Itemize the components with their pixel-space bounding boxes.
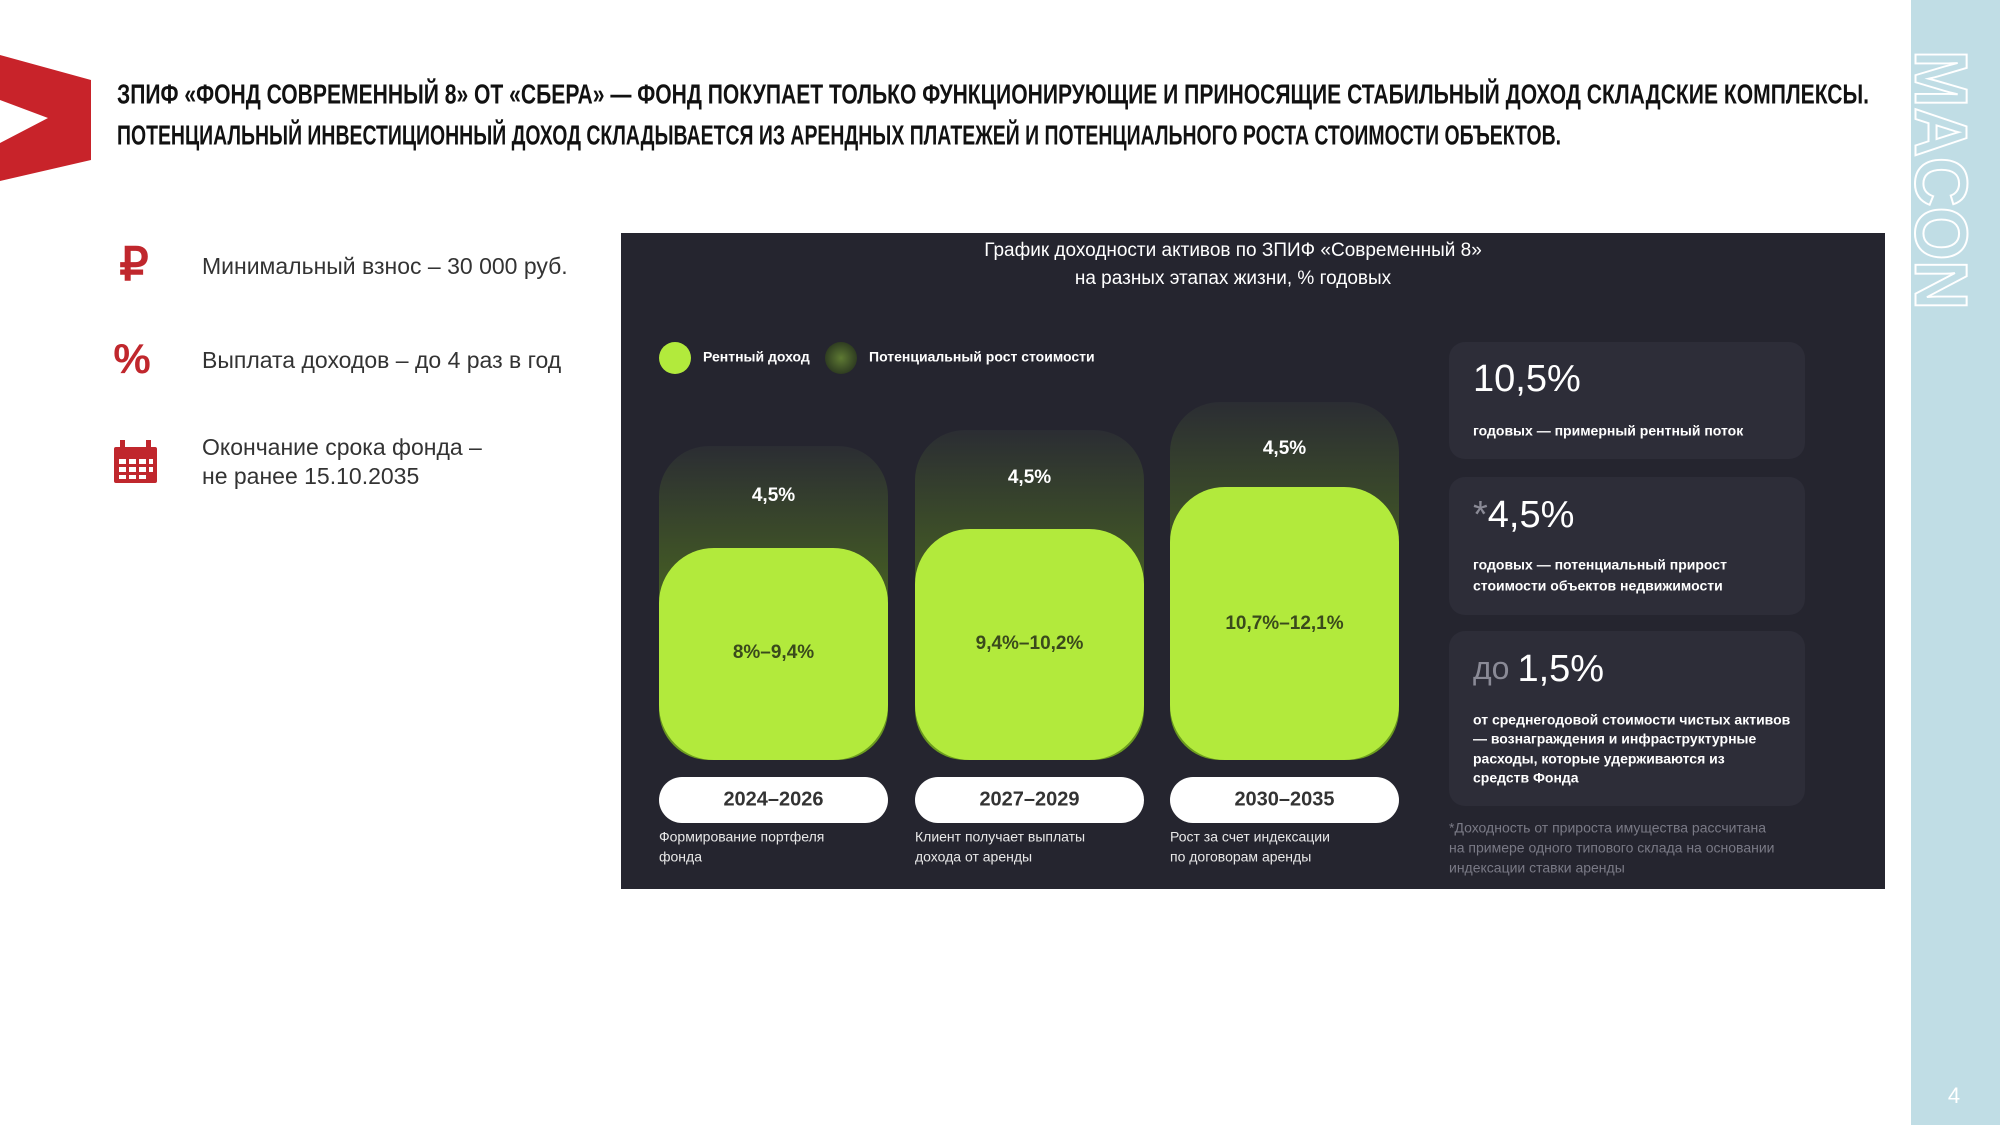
growth-label: 4,5% bbox=[752, 485, 795, 506]
footnote: индексации ставки аренды bbox=[1449, 860, 1625, 876]
years: 2024–2026 bbox=[723, 788, 823, 810]
description: Формирование портфеля bbox=[659, 829, 824, 845]
card bbox=[1449, 342, 1805, 459]
rent-bar bbox=[915, 529, 1144, 760]
logo-shape bbox=[0, 55, 91, 181]
feature: Выплата доходов – до 4 раз в год bbox=[202, 347, 562, 373]
card-value: 4,5% bbox=[1488, 494, 1575, 536]
card-value: *4,5% bbox=[1473, 494, 1574, 536]
card-text: годовых — потенциальный прирост bbox=[1473, 557, 1727, 573]
years-pill bbox=[659, 777, 888, 823]
card-prefix: до bbox=[1473, 650, 1509, 686]
rent-label: 8%–9,4% bbox=[733, 642, 814, 663]
title: ЗПИФ «ФОНД СОВРЕМЕННЫЙ 8» ОТ «СБЕРА» — Ф… bbox=[117, 77, 1869, 109]
card bbox=[1449, 477, 1805, 615]
legend-label: Рентный доход bbox=[703, 349, 810, 365]
legend-swatch bbox=[825, 342, 857, 374]
legend-label: Потенциальный рост стоимости bbox=[869, 349, 1095, 365]
years-pill bbox=[915, 777, 1144, 823]
legend-swatch bbox=[659, 342, 691, 374]
description: Рост за счет индексации bbox=[1170, 829, 1330, 845]
card-value: 10,5% bbox=[1473, 358, 1581, 400]
panel-title: на разных этапах жизни, % годовых bbox=[1075, 268, 1392, 289]
description: Клиент получает выплаты bbox=[915, 829, 1085, 845]
page-number: 4 bbox=[1948, 1083, 1960, 1108]
rent-label: 10,7%–12,1% bbox=[1225, 613, 1343, 634]
card-prefix: * bbox=[1473, 494, 1488, 536]
sidebar bbox=[1911, 0, 2000, 1125]
card-text: расходы, которые удерживаются из bbox=[1473, 751, 1725, 767]
card-text: от среднегодовой стоимости чистых активо… bbox=[1473, 712, 1791, 728]
growth-label: 4,5% bbox=[1263, 438, 1306, 459]
card-text: — вознаграждения и инфраструктурные bbox=[1473, 731, 1756, 747]
card-value: 1,5% bbox=[1517, 648, 1604, 690]
years-pill bbox=[1170, 777, 1399, 823]
growth-label: 4,5% bbox=[1008, 467, 1051, 488]
rent-bar bbox=[1170, 487, 1399, 760]
description: по договорам аренды bbox=[1170, 849, 1311, 865]
brand: MACON bbox=[1899, 50, 1982, 310]
card-value: до 1,5% bbox=[1473, 648, 1604, 690]
card bbox=[1449, 631, 1805, 806]
card-text: средств Фонда bbox=[1473, 770, 1579, 786]
years: 2030–2035 bbox=[1234, 788, 1334, 810]
footnote: на примере одного типового склада на осн… bbox=[1449, 840, 1774, 856]
icon: % bbox=[113, 335, 150, 382]
calendar-icon bbox=[114, 440, 157, 483]
card-text: стоимости объектов недвижимости bbox=[1473, 578, 1723, 594]
footnote: *Доходность от прироста имущества рассчи… bbox=[1449, 820, 1766, 836]
rent-bar bbox=[659, 548, 888, 760]
card-text: годовых — примерный рентный поток bbox=[1473, 423, 1744, 439]
feature: не ранее 15.10.2035 bbox=[202, 463, 419, 489]
description: фонда bbox=[659, 849, 702, 865]
feature: Окончание срока фонда – bbox=[202, 434, 482, 460]
panel-title: График доходности активов по ЗПИФ «Совре… bbox=[984, 240, 1482, 261]
title: ПОТЕНЦИАЛЬНЫЙ ИНВЕСТИЦИОННЫЙ ДОХОД СКЛАД… bbox=[117, 118, 1561, 150]
feature: Минимальный взнос – 30 000 руб. bbox=[202, 253, 568, 279]
rent-label: 9,4%–10,2% bbox=[976, 633, 1084, 654]
icon: ₽ bbox=[119, 238, 148, 290]
description: дохода от аренды bbox=[915, 849, 1032, 865]
years: 2027–2029 bbox=[979, 788, 1079, 810]
